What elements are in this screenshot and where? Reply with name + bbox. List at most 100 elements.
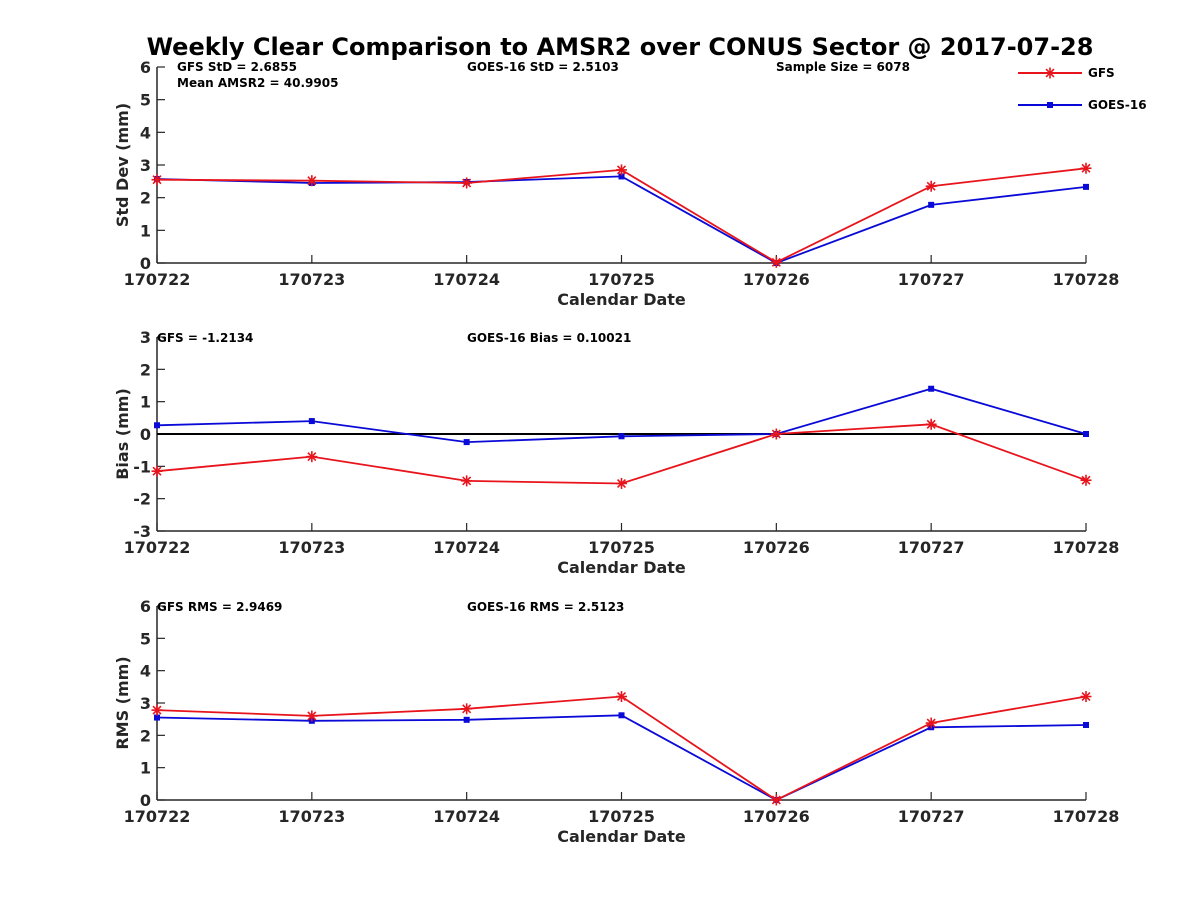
data-point-gfs-stroke (1081, 163, 1091, 173)
x-tick-label: 170725 (588, 807, 655, 826)
data-point-gfs-stroke (616, 165, 627, 175)
data-point-goes16 (308, 418, 315, 425)
data-point-gfs-stroke (462, 704, 472, 714)
y-tick-label: 2 (140, 726, 151, 745)
data-point-gfs-stroke (307, 711, 317, 721)
legend-label-gfs: GFS (1088, 66, 1115, 80)
y-tick-label: 1 (140, 759, 151, 778)
y-tick-label: 3 (140, 328, 151, 347)
x-tick-label: 170728 (1053, 538, 1120, 557)
data-point-gfs (770, 256, 782, 268)
data-point-gfs-stroke (462, 178, 472, 188)
stat-annotation: Mean AMSR2 = 40.9905 (177, 76, 338, 90)
data-point-gfs-stroke (771, 429, 781, 439)
data-point-gfs-stroke (926, 181, 936, 191)
series-line-gfs (156, 695, 1087, 802)
data-point-goes16 (154, 714, 160, 721)
x-tick-label: 170724 (433, 538, 500, 557)
data-point-gfs (151, 174, 163, 186)
series-line-goes16 (156, 714, 1087, 802)
stat-annotation: GFS StD = 2.6855 (177, 60, 297, 74)
data-point-gfs (616, 691, 627, 703)
data-point-gfs (306, 175, 318, 187)
stat-annotation: GFS = -1.2134 (157, 331, 253, 345)
y-tick-label: 6 (140, 58, 151, 77)
data-point-gfs (151, 465, 163, 477)
x-tick-label: 170724 (433, 807, 500, 826)
y-tick-label: 3 (140, 694, 151, 713)
y-tick-label: 4 (140, 662, 151, 681)
y-tick-label: -3 (133, 522, 151, 541)
data-point-gfs-stroke (616, 478, 627, 488)
data-point-gfs-stroke (1081, 475, 1091, 485)
data-point-gfs-stroke (462, 476, 472, 486)
data-point-gfs (1080, 691, 1092, 703)
x-tick-label: 170723 (278, 807, 345, 826)
data-point-gfs (616, 164, 627, 176)
series-line-goes16 (156, 175, 1087, 264)
data-point-gfs (461, 177, 473, 189)
y-axis-label: Std Dev (mm) (113, 103, 132, 227)
x-tick-label: 170725 (588, 538, 655, 557)
data-point-goes16 (618, 712, 625, 719)
panel-std: 0 1 2 3 4 5 6 170722 170723 170724 170725 170726 170… (113, 58, 1119, 309)
y-tick-label: 2 (140, 360, 151, 379)
data-point-gfs (616, 477, 627, 489)
y-axis-label: RMS (mm) (113, 656, 132, 749)
y-tick-label: 0 (140, 791, 151, 810)
data-point-gfs-stroke (616, 692, 627, 702)
y-tick-label: 1 (140, 221, 151, 240)
y-tick-label: 5 (140, 629, 151, 648)
x-tick-label: 170726 (743, 807, 810, 826)
data-point-goes16 (1083, 183, 1089, 190)
legend-marker-gfs-star-stroke (1045, 68, 1055, 78)
stat-annotation: Sample Size = 6078 (776, 60, 910, 74)
data-point-goes16 (928, 385, 935, 392)
legend-label-goes16: GOES-16 (1088, 98, 1147, 112)
x-tick-label: 170727 (898, 270, 965, 289)
y-tick-label: 0 (140, 254, 151, 273)
stat-annotation: GFS RMS = 2.9469 (157, 600, 282, 614)
panel-bias: -3 -2 -1 0 1 2 3 170722 170723 170724 170725 170726… (113, 328, 1119, 577)
data-point-gfs (770, 794, 782, 806)
y-tick-label: 5 (140, 91, 151, 110)
legend-marker-goes16 (1047, 102, 1053, 108)
data-point-gfs-stroke (152, 466, 162, 476)
data-point-gfs (306, 451, 318, 463)
data-point-gfs-stroke (307, 452, 317, 462)
data-point-goes16 (1083, 431, 1089, 437)
x-tick-label: 170722 (124, 538, 191, 557)
legend: GFS GOES-16 (1018, 66, 1147, 112)
data-point-gfs-stroke (771, 257, 781, 267)
y-tick-label: 4 (140, 123, 151, 142)
chart-title: Weekly Clear Comparison to AMSR2 over CO… (147, 33, 1094, 61)
data-point-gfs-stroke (152, 175, 162, 185)
data-point-gfs (1080, 162, 1092, 174)
data-point-gfs (306, 710, 318, 722)
data-point-goes16 (1083, 721, 1089, 728)
data-point-goes16 (154, 422, 160, 429)
data-point-goes16 (463, 439, 470, 446)
x-tick-label: 170722 (124, 807, 191, 826)
x-tick-label: 170725 (588, 270, 655, 289)
legend-marker-goes16-square (1047, 102, 1053, 108)
x-tick-label: 170727 (898, 807, 965, 826)
x-tick-label: 170723 (278, 270, 345, 289)
data-point-goes16 (618, 173, 625, 180)
x-tick-label: 170724 (433, 270, 500, 289)
y-tick-label: 0 (140, 425, 151, 444)
data-point-gfs (461, 475, 473, 487)
data-point-gfs-stroke (771, 795, 781, 805)
data-point-gfs-stroke (152, 705, 162, 715)
y-tick-label: 1 (140, 393, 151, 412)
data-point-gfs-stroke (307, 176, 317, 186)
data-point-goes16 (463, 716, 470, 723)
x-axis-label: Calendar Date (557, 558, 686, 577)
data-point-gfs (925, 717, 937, 729)
data-point-gfs (1080, 474, 1092, 486)
y-tick-label: 3 (140, 156, 151, 175)
data-point-gfs-stroke (1081, 692, 1091, 702)
y-tick-label: 6 (140, 597, 151, 616)
legend-marker-gfs-star (1044, 67, 1056, 79)
